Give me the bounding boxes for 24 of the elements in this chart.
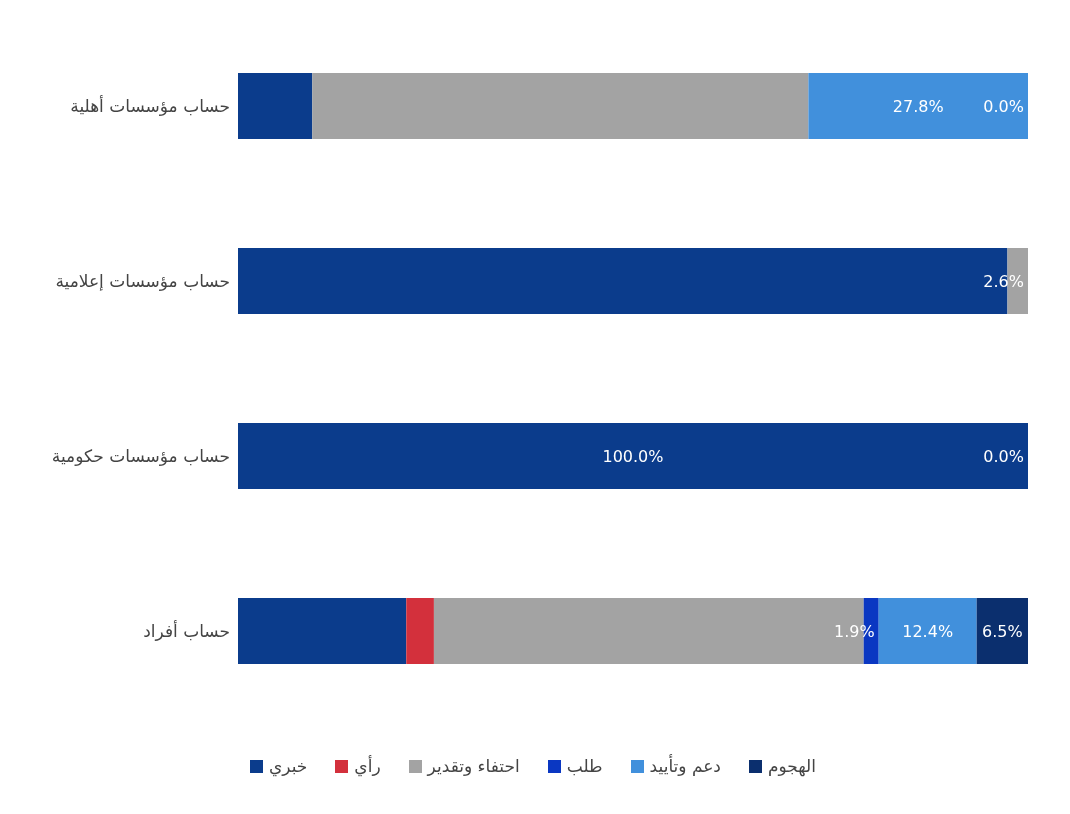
data-label: 0.0% [983,446,1024,466]
bar [312,73,809,139]
data-label: 12.4% [902,621,954,641]
bar [238,598,407,664]
bar [238,73,313,139]
legend-label: رأي [354,756,381,776]
bar [976,598,1028,664]
legend-label: احتفاء وتقدير [427,756,520,776]
bar [878,598,977,664]
data-label: 100.0% [602,446,664,466]
data-label: 0.0% [983,96,1024,116]
legend-label: دعم وتأييد [649,756,721,776]
bar [808,73,1028,139]
data-label: 27.8% [892,96,944,116]
legend-label: طلب [566,756,603,776]
data-label: 6.5% [982,621,1023,641]
legend-label: الهجوم [767,756,816,776]
bar [406,598,434,664]
y-tick-label: حساب مؤسسات حكومية [51,445,230,466]
y-tick-label: حساب أفراد [143,619,230,641]
y-tick-label: حساب مؤسسات أهلية [70,94,230,116]
y-tick-label: حساب مؤسسات إعلامية [55,270,230,291]
legend-label: خبري [269,756,308,776]
bar [238,423,1028,489]
